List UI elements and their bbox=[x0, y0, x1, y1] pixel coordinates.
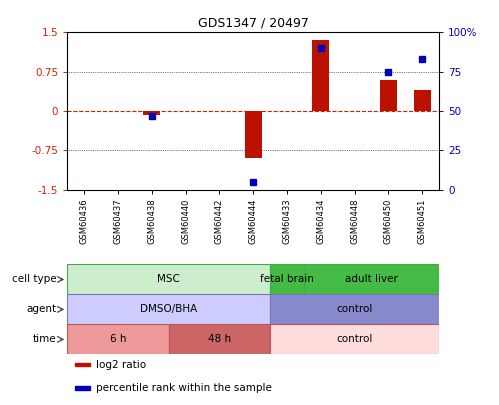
Bar bbox=[67, 324, 169, 354]
Text: agent: agent bbox=[26, 305, 56, 314]
Text: fetal brain: fetal brain bbox=[260, 275, 314, 284]
Bar bbox=[312, 40, 329, 111]
Bar bbox=[67, 294, 270, 324]
Bar bbox=[245, 111, 261, 158]
Text: percentile rank within the sample: percentile rank within the sample bbox=[96, 383, 272, 393]
Bar bbox=[304, 264, 439, 294]
Text: MSC: MSC bbox=[157, 275, 180, 284]
Bar bbox=[414, 90, 431, 111]
Title: GDS1347 / 20497: GDS1347 / 20497 bbox=[198, 17, 309, 30]
Text: time: time bbox=[32, 335, 56, 344]
Text: 48 h: 48 h bbox=[208, 335, 231, 344]
Text: adult liver: adult liver bbox=[345, 275, 398, 284]
Text: 6 h: 6 h bbox=[110, 335, 126, 344]
Bar bbox=[67, 264, 270, 294]
Text: log2 ratio: log2 ratio bbox=[96, 360, 146, 370]
Bar bbox=[270, 324, 439, 354]
Bar bbox=[270, 264, 304, 294]
Text: control: control bbox=[336, 305, 373, 314]
Bar bbox=[169, 324, 270, 354]
Text: control: control bbox=[336, 335, 373, 344]
Bar bbox=[143, 111, 160, 115]
Bar bbox=[380, 79, 397, 111]
Text: DMSO/BHA: DMSO/BHA bbox=[140, 305, 198, 314]
Bar bbox=[270, 294, 439, 324]
Bar bbox=[75, 386, 90, 390]
Text: cell type: cell type bbox=[11, 275, 56, 284]
Bar bbox=[75, 363, 90, 366]
